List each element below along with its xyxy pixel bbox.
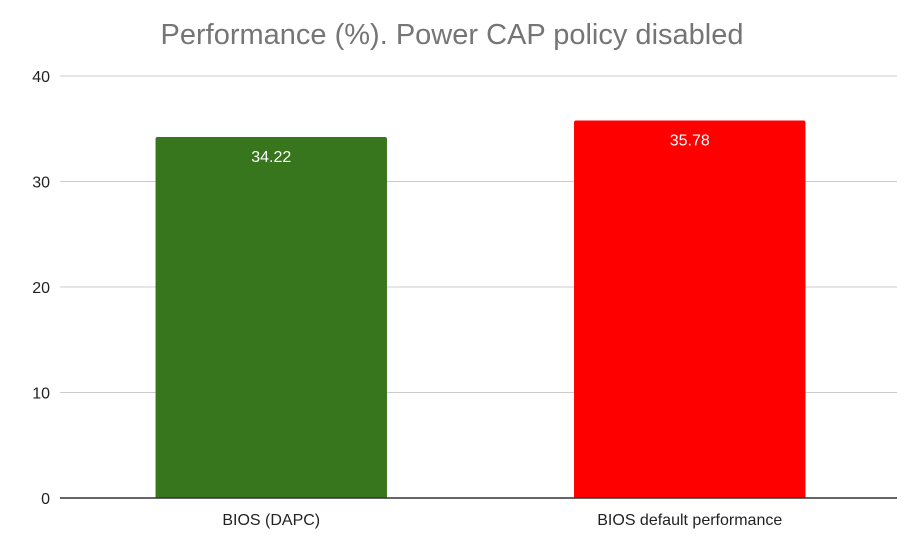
y-tick-label: 0 <box>41 491 50 508</box>
data-label: 34.22 <box>251 149 291 166</box>
y-tick-label: 40 <box>32 69 50 86</box>
y-tick-label: 10 <box>32 386 50 403</box>
bars <box>155 120 806 499</box>
y-tick-label: 30 <box>32 175 50 192</box>
y-axis-ticks: 0 10 20 30 40 <box>32 69 50 508</box>
x-category-label: BIOS default performance <box>597 512 782 529</box>
x-axis-labels: BIOS (DAPC) BIOS default performance <box>222 512 782 529</box>
data-label: 35.78 <box>670 133 710 150</box>
x-category-label: BIOS (DAPC) <box>222 512 320 529</box>
bar-0 <box>155 136 387 498</box>
bar-1 <box>574 120 806 499</box>
data-labels: 34.22 35.78 <box>251 133 710 166</box>
chart-title: Performance (%). Power CAP policy disabl… <box>161 19 744 51</box>
y-tick-label: 20 <box>32 280 50 297</box>
